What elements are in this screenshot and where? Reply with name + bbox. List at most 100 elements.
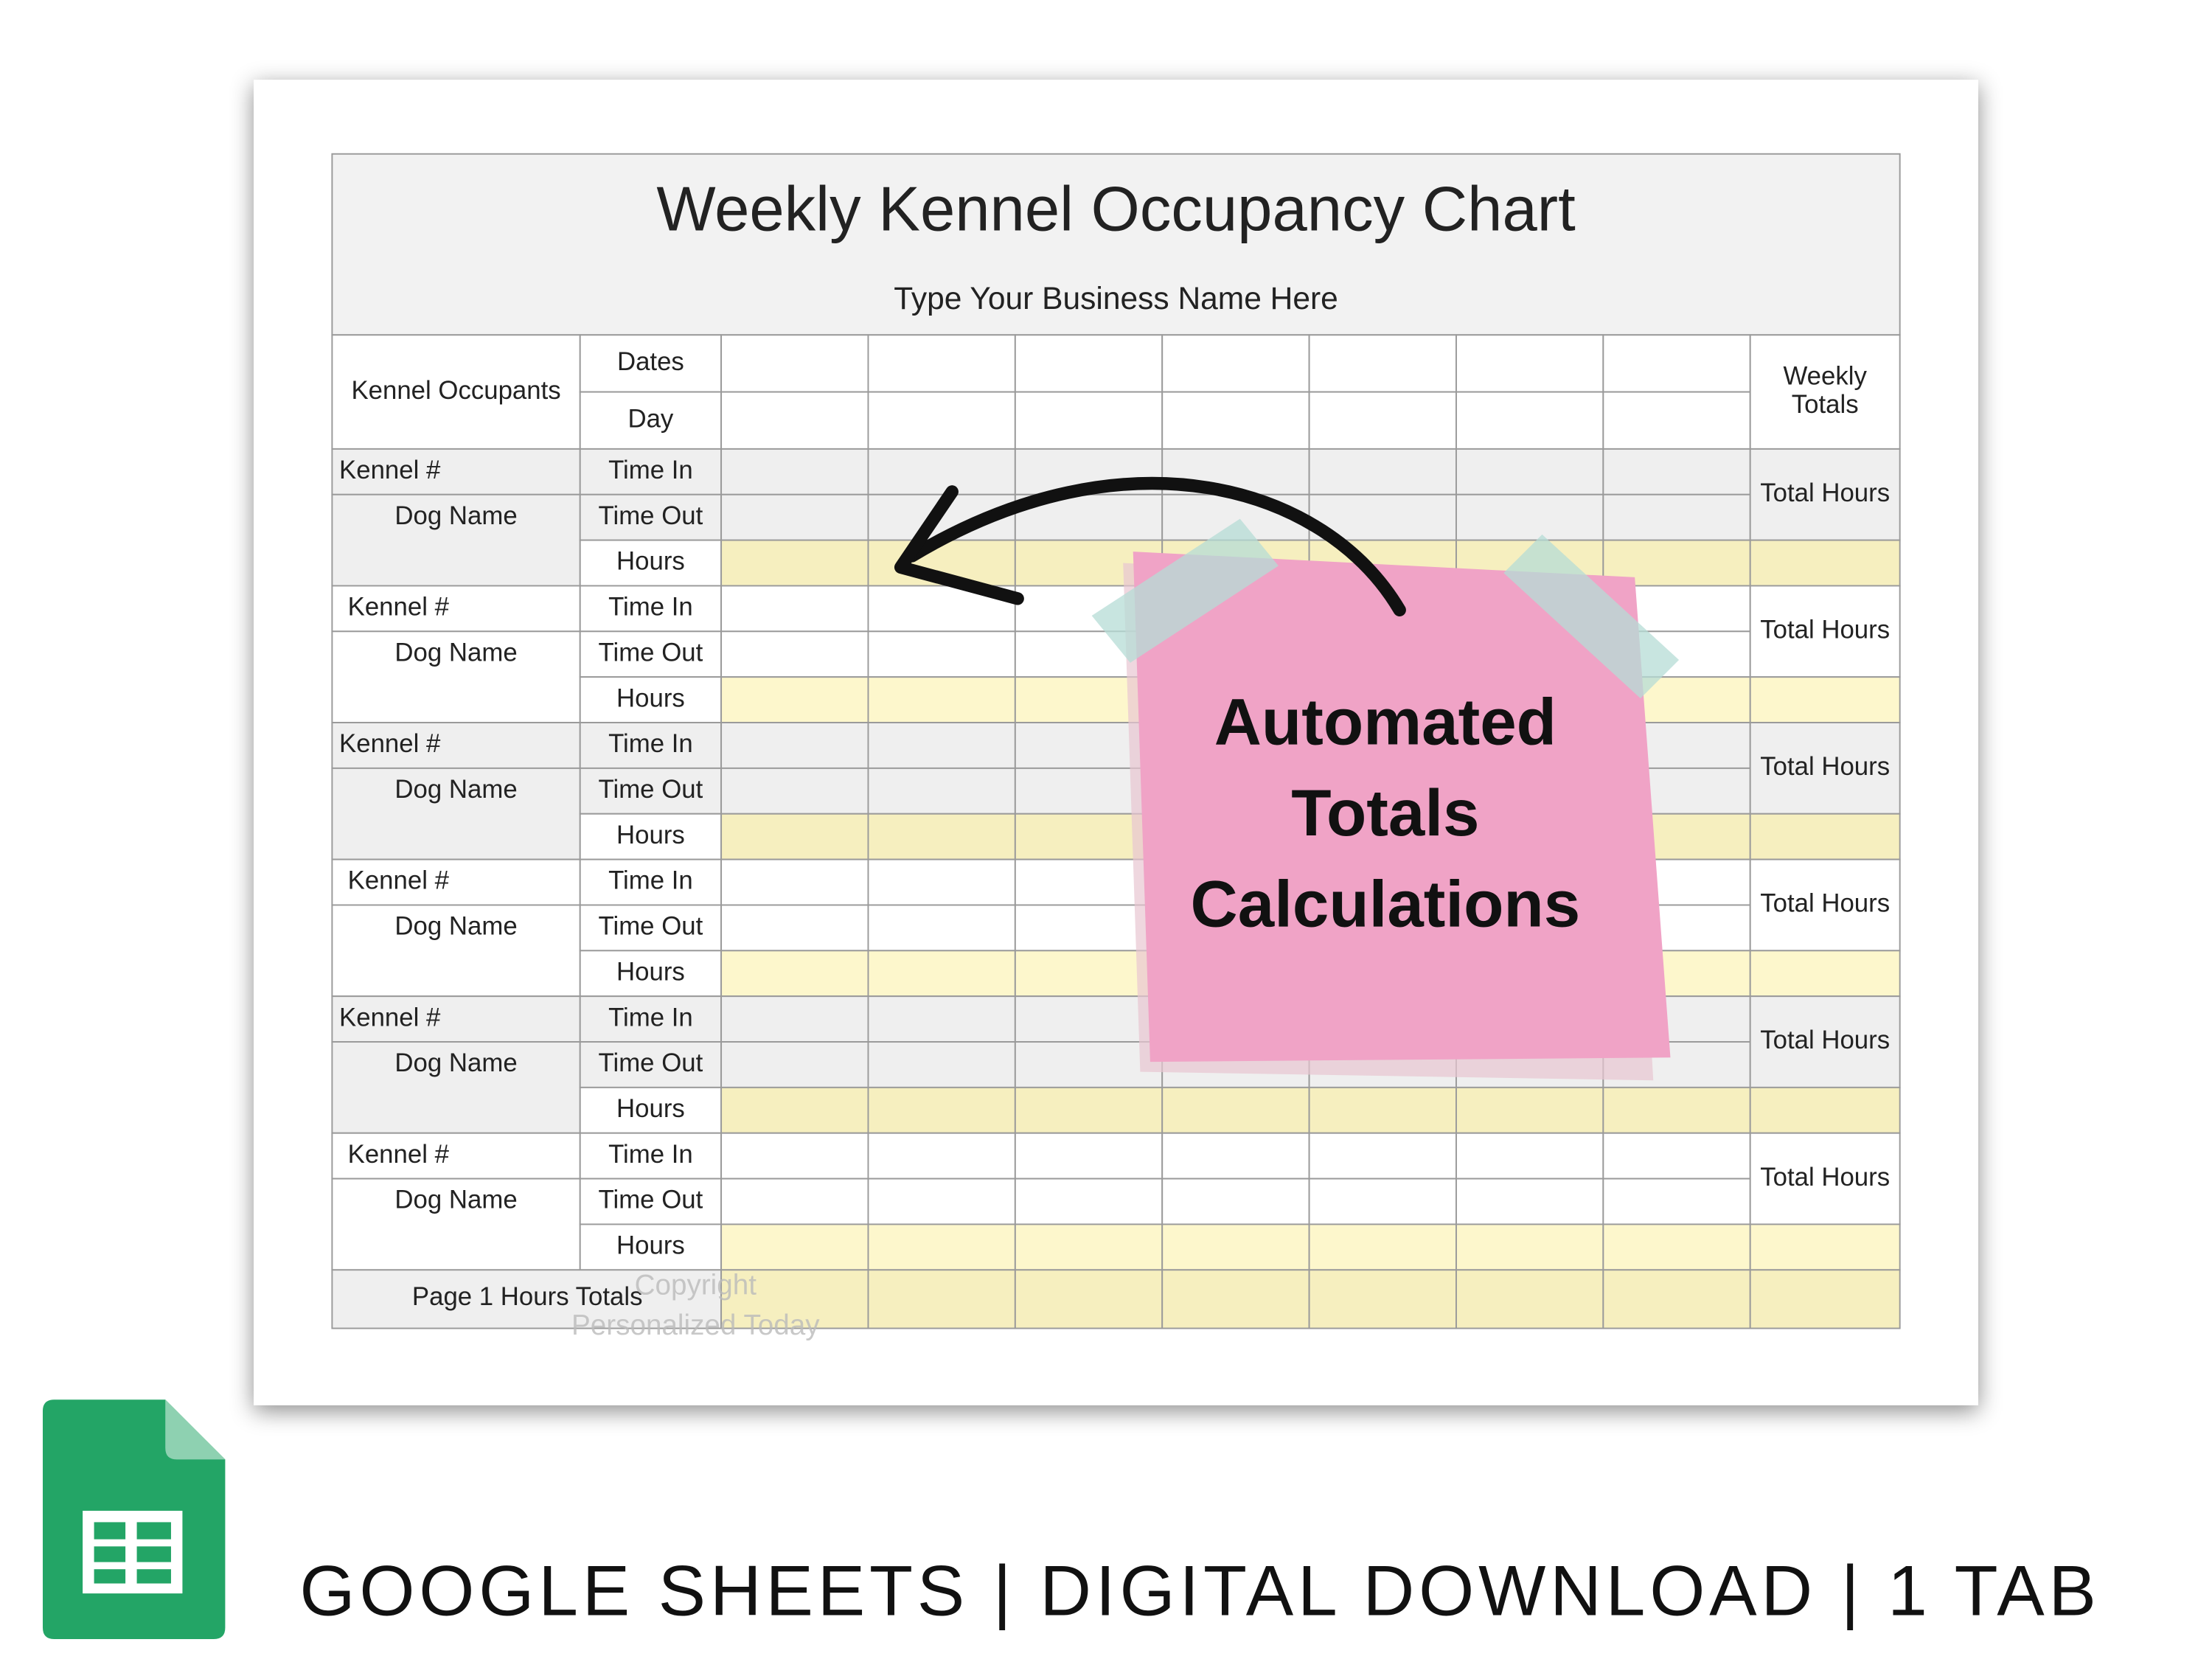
cell: [1161, 1132, 1310, 1180]
cell: [1161, 334, 1310, 393]
cell: [1308, 391, 1457, 450]
watermark: Personalized Today: [571, 1310, 820, 1341]
cell: [579, 1041, 723, 1088]
cell: [720, 1132, 869, 1180]
spreadsheet: Weekly Kennel Occupancy Chart Type Your B…: [331, 153, 1901, 1341]
cell-text: Time Out: [599, 502, 703, 530]
cell: [867, 950, 1016, 998]
cell-text: Dog Name: [394, 1049, 517, 1077]
cell-text: Time In: [608, 730, 693, 758]
cell-text: Hours: [616, 1095, 685, 1123]
cell: [579, 813, 723, 860]
cell: [867, 1132, 1016, 1180]
cell: [1014, 995, 1164, 1043]
cell: [1308, 1178, 1457, 1225]
cell: [1014, 493, 1164, 541]
cell-text: Dog Name: [394, 913, 517, 941]
cell: [1602, 448, 1751, 495]
cell: [1602, 493, 1751, 541]
cell: [867, 767, 1016, 815]
cell: [1308, 1223, 1457, 1271]
note-line: Calculations: [1191, 868, 1581, 941]
cell: [1455, 1178, 1604, 1225]
cell-text: Total Hours: [1760, 890, 1890, 918]
cell-text: Time In: [608, 1004, 693, 1032]
watermark: Copyright: [635, 1270, 757, 1301]
cell: [720, 1269, 869, 1329]
cell-text: Time In: [608, 456, 693, 484]
cell: [720, 539, 869, 587]
cell: [720, 995, 869, 1043]
cell: [579, 767, 723, 815]
cell: [1308, 448, 1457, 495]
cell: [1749, 858, 1901, 952]
cell: [1602, 1223, 1751, 1271]
cell: [1014, 391, 1164, 450]
cell: [1455, 1132, 1604, 1180]
cell: [1749, 1086, 1901, 1134]
note-text: Automated Totals Calculations: [1191, 685, 1581, 940]
cell: [867, 858, 1016, 906]
cell: [1749, 1132, 1901, 1225]
cell: [867, 334, 1016, 393]
cell-text: Time In: [608, 867, 693, 895]
cell: [867, 995, 1016, 1043]
cell: [720, 448, 869, 495]
cell: [867, 630, 1016, 678]
cell: [579, 1223, 723, 1271]
cell-text: Time In: [608, 1141, 693, 1169]
cell: [867, 391, 1016, 450]
cell: [1161, 1223, 1310, 1271]
cell: [331, 1041, 581, 1134]
cell: [720, 1178, 869, 1225]
sticky-note: [1091, 518, 1680, 1081]
cell: [1308, 334, 1457, 393]
cell: [1014, 334, 1164, 393]
cell-text: Time Out: [599, 1049, 703, 1077]
cell: [1602, 1086, 1751, 1134]
cell: [1749, 1269, 1901, 1329]
cell: [1014, 1086, 1164, 1134]
cell: [579, 448, 723, 495]
cell-text: Dog Name: [394, 639, 517, 667]
banner: GOOGLE SHEETS | DIGITAL DOWNLOAD | 1 TAB: [299, 1551, 2100, 1630]
cell: [579, 539, 723, 587]
cell: [331, 767, 581, 860]
cell: [1749, 448, 1901, 541]
cell-text: Kennel #: [348, 594, 450, 622]
cell: [1308, 1132, 1457, 1180]
cell: [579, 1178, 723, 1225]
cell: [579, 722, 723, 769]
cell: [1308, 1086, 1457, 1134]
cell: [1602, 1269, 1751, 1329]
cell-text: Hours: [616, 821, 685, 849]
cell-text: Hours: [616, 1232, 685, 1260]
cell: [1014, 1178, 1164, 1225]
cell: [1455, 334, 1604, 393]
cell-text: Totals: [1792, 391, 1859, 419]
cell-text: Time Out: [599, 913, 703, 941]
cell: [331, 858, 581, 906]
cell-text: Time In: [608, 594, 693, 622]
cell: [720, 1041, 869, 1088]
cell: [1602, 334, 1751, 393]
cell: [1455, 493, 1604, 541]
cell: [1602, 1132, 1751, 1180]
cell: [867, 904, 1016, 952]
cell: [1308, 1269, 1457, 1329]
cell-text: Total Hours: [1760, 1164, 1890, 1192]
cell-text: Total Hours: [1760, 753, 1890, 781]
cell: [1749, 950, 1901, 998]
cell-text: Hours: [616, 958, 685, 986]
cell-text: Kennel #: [339, 456, 441, 484]
cell: [1161, 1086, 1310, 1134]
cell-text: Kennel #: [339, 1004, 441, 1032]
cell-text: Total Hours: [1760, 479, 1890, 507]
cell: [867, 1086, 1016, 1134]
cell-text: Total Hours: [1760, 616, 1890, 644]
cell: [720, 950, 869, 998]
cell: [579, 995, 723, 1043]
cell: [579, 676, 723, 723]
cell: [331, 904, 581, 998]
